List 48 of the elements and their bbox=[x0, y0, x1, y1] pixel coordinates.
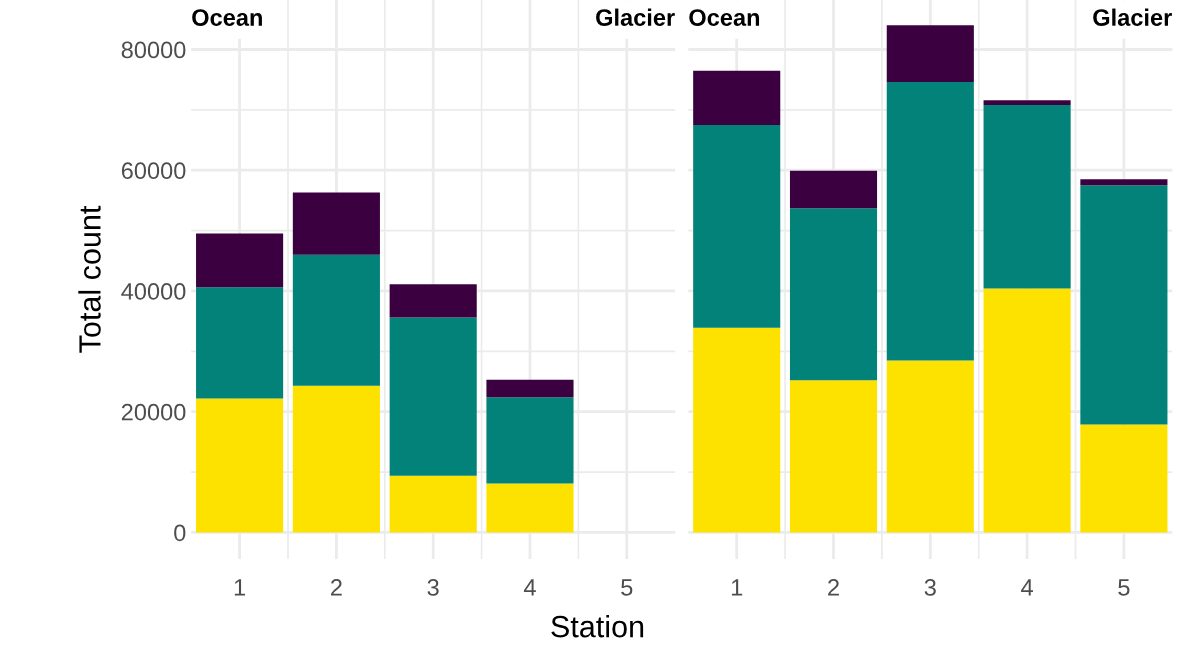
bar bbox=[983, 100, 1071, 106]
x-tick-label: 4 bbox=[1021, 579, 1033, 596]
bar bbox=[389, 284, 477, 318]
x-tick-label: 3 bbox=[427, 579, 439, 596]
bar bbox=[886, 360, 974, 533]
annotation: Ocean bbox=[689, 9, 760, 26]
x-tick-label: 5 bbox=[1118, 579, 1130, 596]
bar bbox=[292, 192, 380, 255]
bar bbox=[486, 397, 574, 484]
bar bbox=[693, 124, 781, 328]
bar bbox=[1080, 179, 1168, 186]
bar bbox=[789, 208, 878, 381]
bar bbox=[789, 170, 878, 209]
annotation: Glacier bbox=[1093, 8, 1172, 26]
bar bbox=[1080, 185, 1168, 425]
x-tick-label: 5 bbox=[621, 579, 633, 596]
bar bbox=[196, 233, 284, 288]
x-axis-title: Station bbox=[551, 615, 644, 638]
bar bbox=[486, 483, 574, 533]
bar bbox=[983, 288, 1071, 533]
y-tick-label: 0 bbox=[174, 524, 186, 542]
bar bbox=[196, 287, 284, 399]
annotation: Ocean bbox=[192, 9, 262, 26]
bar bbox=[983, 105, 1071, 289]
bar bbox=[1080, 424, 1168, 533]
annotation: Glacier bbox=[596, 8, 675, 26]
y-axis-title: Total count bbox=[78, 205, 101, 353]
bar bbox=[693, 327, 781, 533]
bar bbox=[886, 82, 974, 361]
y-tick-label: 40000 bbox=[121, 283, 186, 300]
bar bbox=[292, 385, 380, 533]
y-tick-label: 60000 bbox=[121, 162, 186, 180]
bar bbox=[389, 475, 477, 533]
x-tick-label: 1 bbox=[234, 579, 246, 596]
x-tick-label: 3 bbox=[924, 579, 936, 596]
x-tick-label: 1 bbox=[731, 579, 743, 596]
y-tick-label: 80000 bbox=[121, 41, 186, 59]
x-tick-label: 4 bbox=[523, 579, 536, 596]
bar bbox=[196, 398, 284, 533]
bar bbox=[486, 379, 574, 398]
bar bbox=[389, 317, 477, 476]
bar bbox=[789, 380, 878, 533]
y-tick-label: 20000 bbox=[121, 403, 186, 421]
x-tick-label: 2 bbox=[331, 579, 342, 596]
bar bbox=[886, 25, 974, 83]
bar bbox=[693, 70, 781, 125]
x-tick-label: 2 bbox=[828, 579, 839, 596]
bar bbox=[292, 254, 380, 386]
